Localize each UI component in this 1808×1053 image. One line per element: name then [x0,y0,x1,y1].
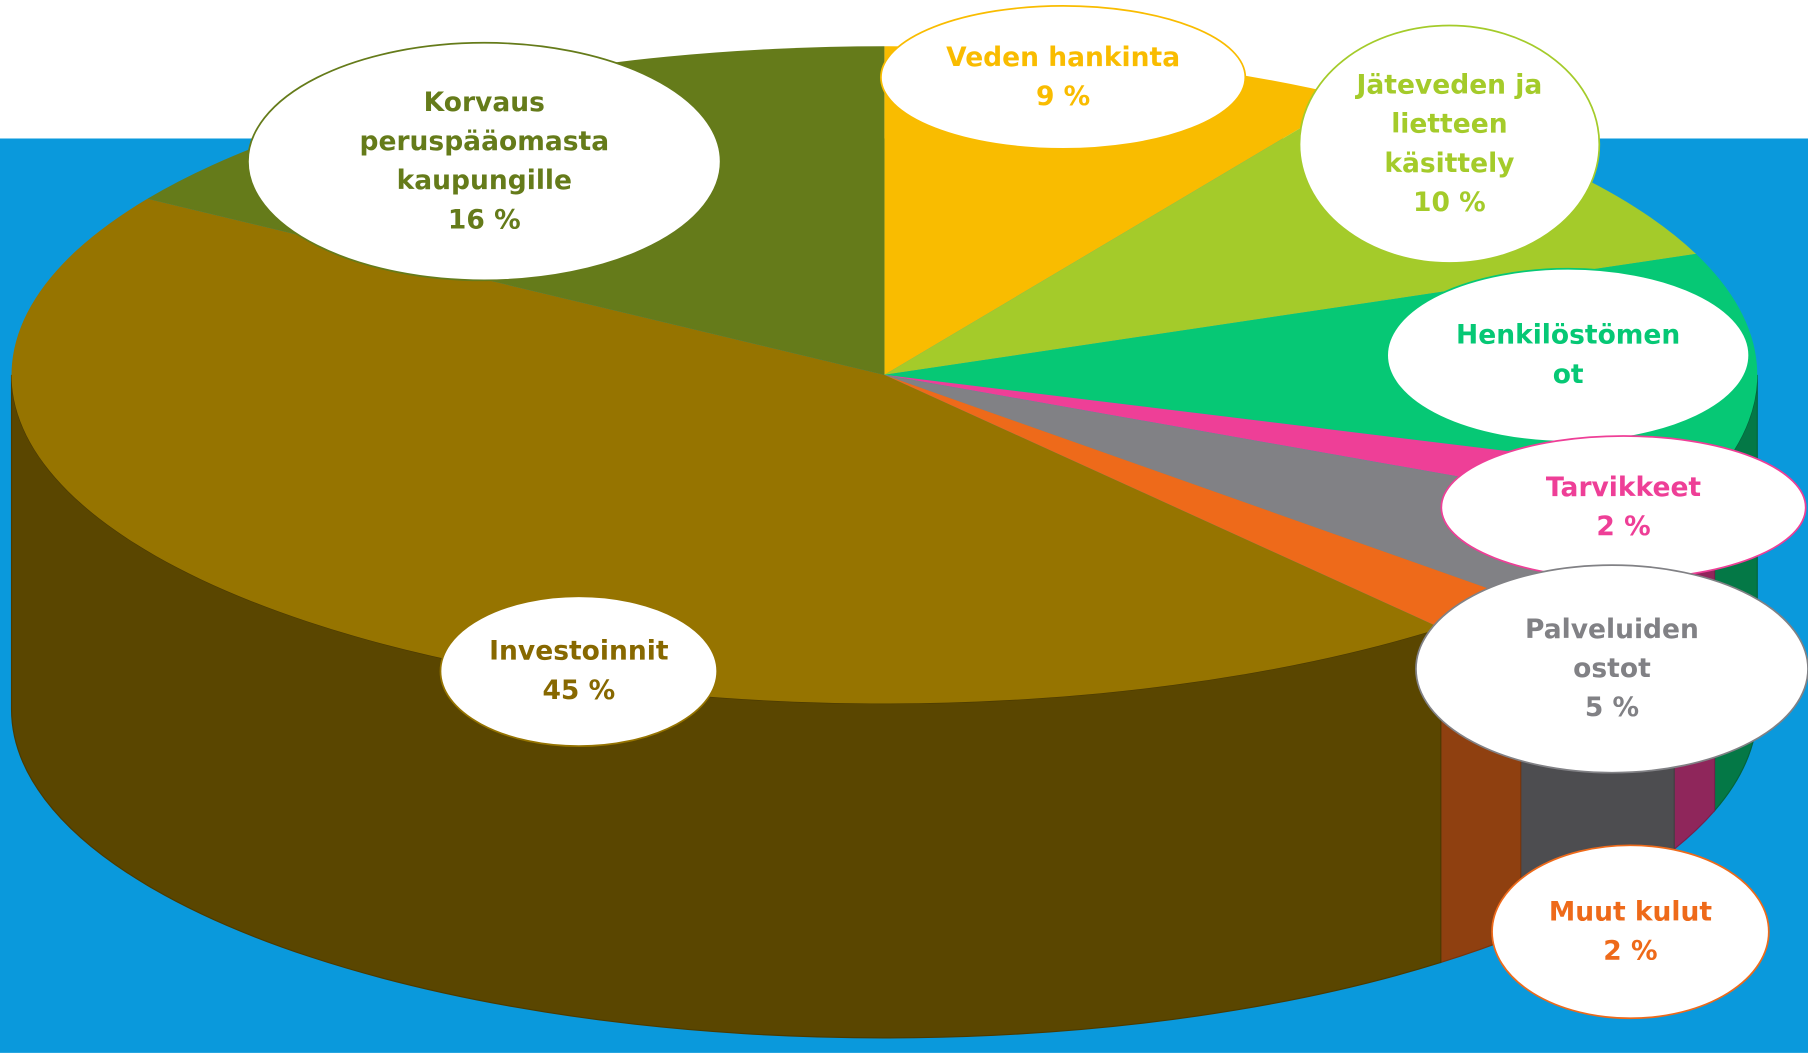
category-label: Palveluiden ostot [1525,614,1699,684]
label-box: Veden hankinta 9 % [881,6,1245,149]
label-box: Korvaus peruspääomasta kaupungille 16 % [248,43,721,281]
label: Veden hankinta 9 % [881,6,1245,149]
label-box: Investoinnit 45 % [440,596,717,746]
category-label: Muut kulut [1548,897,1713,928]
label-box: Jäteveden ja lietteen käsittely 10 % [1300,25,1600,263]
label-bubble [439,595,719,748]
category-label: Veden hankinta [946,42,1181,73]
category-label: Jäteveden ja lietteen käsittely [1356,70,1543,179]
label: Palveluiden ostot 5 % [1416,565,1808,773]
value-label: 9 % [1035,81,1091,112]
label-box: Palveluiden ostot 5 % [1416,565,1808,773]
label: Henkilöstömen ot [1387,269,1749,442]
category-label: Korvaus peruspääomasta kaupungille [359,87,610,197]
value-label: 2 % [1596,512,1651,543]
label: Jäteveden ja lietteen käsittely 10 % [1300,25,1600,263]
label-box: Henkilöstömen ot [1387,269,1749,442]
value-label: 45 % [542,675,616,706]
label: Tarvikkeet 2 % [1441,436,1805,579]
label: Investoinnit 45 % [440,596,717,746]
category-label: Tarvikkeet [1545,472,1702,503]
label-bubble [1415,564,1808,774]
value-label: 2 % [1603,936,1658,967]
pie-slice [11,198,1441,704]
label-box: Muut kulut 2 % [1492,845,1769,1018]
label-bubble [1298,24,1601,264]
label-box: Tarvikkeet 2 % [1441,436,1805,579]
value-label: 10 % [1413,188,1486,219]
label: Muut kulut 2 % [1492,845,1769,1018]
value-label: 16 % [447,205,521,236]
category-label: Henkilöstömen ot [1456,320,1681,390]
labels: Veden hankinta 9 % Jäteveden ja lietteen k… [247,5,1808,1020]
label-bubble [247,41,722,282]
label: Korvaus peruspääomasta kaupungille 16 % [248,43,721,281]
label-bubble [1491,844,1770,1020]
value-label: 5 % [1584,693,1640,724]
label-bubble [880,5,1247,150]
pie-slice [884,374,1521,629]
category-label: Investoinnit [489,636,669,667]
